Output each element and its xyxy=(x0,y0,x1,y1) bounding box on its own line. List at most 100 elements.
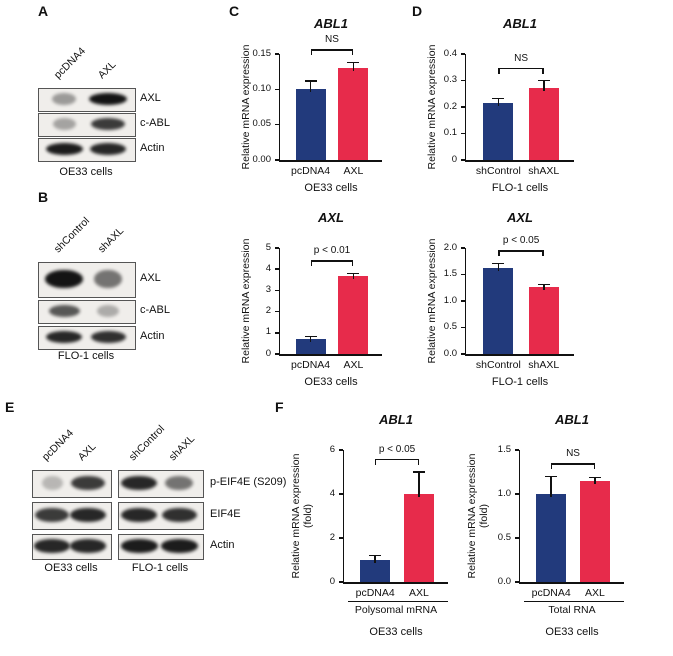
blot-box xyxy=(118,470,204,498)
lane-label: AXL xyxy=(75,440,99,464)
y-tick xyxy=(514,449,519,451)
error-bar-cap xyxy=(588,476,601,479)
blot-band xyxy=(120,539,158,553)
error-bar xyxy=(594,477,596,484)
lane-label: pcDNA4 xyxy=(51,45,88,82)
y-tick xyxy=(460,273,465,276)
error-bar xyxy=(309,336,312,343)
y-tick xyxy=(274,353,279,355)
y-tick-label: 1.0 xyxy=(497,487,511,499)
y-tick xyxy=(514,537,519,539)
y-tick xyxy=(274,247,279,249)
band-label: Actin xyxy=(210,539,235,551)
y-tick xyxy=(514,493,519,495)
y-tick-label: 4 xyxy=(329,487,335,499)
y-tick-label: 0.3 xyxy=(443,74,457,85)
lane-label: AXL xyxy=(95,58,119,82)
sig-bracket xyxy=(310,49,354,51)
bar-chart-axl-oe33: AXL Relative mRNA expression 0 1 2 3 4 5 pcDNA4 A… xyxy=(234,208,392,400)
bar-axl xyxy=(579,480,610,582)
band-label: Actin xyxy=(140,142,165,154)
error-bar xyxy=(543,80,545,92)
sig-bracket xyxy=(551,463,595,465)
category-label: pcDNA4 xyxy=(291,359,331,371)
significance-label: NS xyxy=(514,52,529,64)
cell-line-caption: FLO-1 cells xyxy=(131,562,189,574)
y-tick xyxy=(460,300,465,302)
y-tick-label: 0 xyxy=(451,153,457,165)
category-label: AXL xyxy=(343,359,364,371)
category-label: shControl xyxy=(475,165,521,177)
y-tick-label: 0 xyxy=(329,575,335,587)
y-tick xyxy=(274,332,279,334)
panel-label-c: C xyxy=(229,3,240,19)
blot-band xyxy=(160,539,198,553)
x-axis xyxy=(464,160,574,162)
blot-band xyxy=(41,475,63,491)
significance-label: p < 0.05 xyxy=(502,235,540,247)
x-axis xyxy=(278,354,382,356)
y-tick xyxy=(460,353,465,355)
error-bar xyxy=(543,284,545,290)
y-tick-label: 4 xyxy=(265,262,271,274)
category-label: pcDNA4 xyxy=(531,587,571,599)
blot-band xyxy=(35,507,69,523)
error-bar xyxy=(352,273,355,279)
group-label: Polysomal mRNA xyxy=(354,604,438,616)
y-tick-label: 0.4 xyxy=(443,47,457,59)
y-axis xyxy=(278,248,280,354)
error-bar-cap xyxy=(492,97,505,99)
chart-title: ABL1 xyxy=(314,16,348,31)
band-label: Actin xyxy=(140,330,165,342)
sig-bracket-tick xyxy=(542,67,544,74)
western-blot-panel-b: shControl shAXL FLO-1 cells AXL c-ABL Actin xyxy=(30,198,230,376)
error-bar xyxy=(352,62,355,72)
y-tick-label: 0.0 xyxy=(497,575,511,587)
y-tick-label: 0.5 xyxy=(497,531,511,543)
significance-label: p < 0.01 xyxy=(313,245,351,257)
category-label: shAXL xyxy=(528,165,560,177)
band-label: c-ABL xyxy=(140,117,170,129)
error-bar-cap xyxy=(537,283,550,286)
y-tick xyxy=(274,310,279,313)
bar-shcontrol xyxy=(483,103,514,160)
significance-label: NS xyxy=(566,448,580,460)
significance-label: NS xyxy=(325,34,339,46)
blot-band xyxy=(121,475,157,491)
blot-box xyxy=(38,326,136,350)
blot-band xyxy=(52,117,76,131)
y-tick-label: 1.5 xyxy=(443,268,457,279)
sig-bracket-tick xyxy=(352,260,354,267)
cell-line-caption: FLO-1 cells xyxy=(57,350,115,362)
y-axis-label: Relative mRNA expression (fold) xyxy=(465,453,490,579)
y-tick-label: 1 xyxy=(265,326,271,338)
y-axis xyxy=(342,450,344,582)
chart-title: ABL1 xyxy=(503,16,537,31)
blot-box xyxy=(32,470,112,498)
x-axis-label: FLO-1 cells xyxy=(491,182,549,194)
blot-band xyxy=(52,92,76,106)
sig-bracket-tick xyxy=(498,67,500,74)
y-axis-label: Relative mRNA expression (fold) xyxy=(289,453,314,579)
y-tick xyxy=(274,268,279,270)
y-tick xyxy=(460,326,465,329)
blot-box xyxy=(38,88,136,112)
error-bar-cap xyxy=(545,475,558,478)
band-label: p-EIF4E (S209) xyxy=(210,476,287,488)
cell-line-caption: OE33 cells xyxy=(44,562,98,574)
y-tick xyxy=(338,449,343,451)
error-bar xyxy=(374,555,376,563)
chart-title: AXL xyxy=(318,210,344,225)
blot-box xyxy=(38,113,136,137)
x-axis-label: OE33 cells xyxy=(304,182,358,194)
category-label: AXL xyxy=(343,165,364,177)
sig-bracket xyxy=(498,67,544,69)
blot-band xyxy=(161,507,197,523)
error-bar-cap xyxy=(304,80,317,82)
sig-bracket-tick xyxy=(310,49,312,56)
sig-bracket-tick xyxy=(498,250,500,257)
category-label: pcDNA4 xyxy=(291,165,331,177)
x-axis-label: OE33 cells xyxy=(545,626,599,638)
y-tick-label: 0.00 xyxy=(252,153,272,165)
blot-band xyxy=(70,507,106,523)
